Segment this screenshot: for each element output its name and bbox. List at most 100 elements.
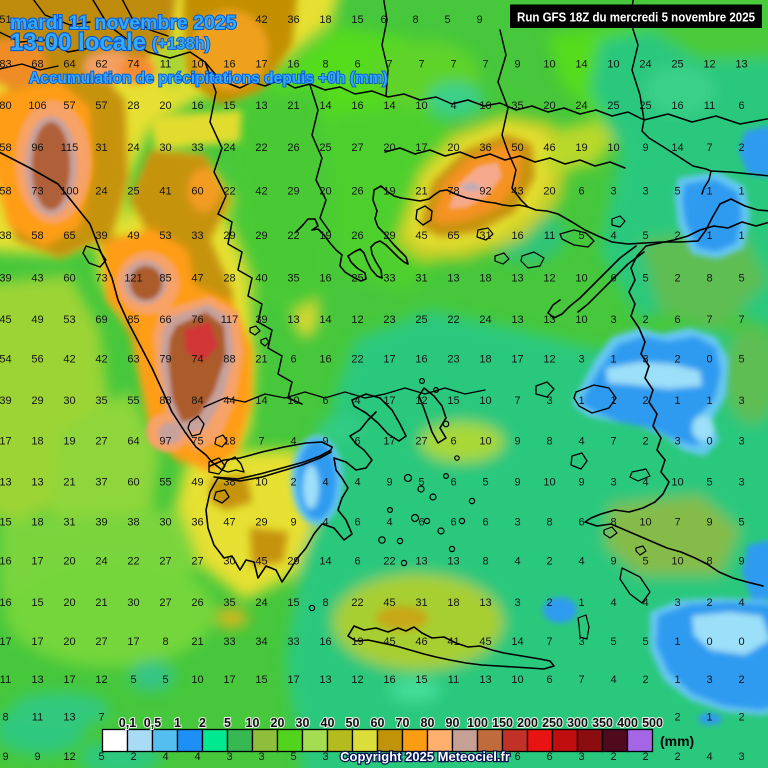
svg-text:7: 7 [482, 59, 488, 71]
svg-text:31: 31 [63, 517, 75, 529]
svg-text:34: 34 [255, 636, 267, 648]
svg-text:13: 13 [543, 314, 555, 326]
svg-text:25: 25 [319, 142, 331, 154]
svg-text:1: 1 [674, 636, 680, 648]
svg-text:mardi 11 novembre 2025: mardi 11 novembre 2025 [10, 12, 237, 34]
svg-text:7: 7 [546, 636, 552, 648]
svg-text:62: 62 [95, 59, 107, 71]
svg-text:9: 9 [476, 14, 482, 26]
svg-text:29: 29 [223, 230, 235, 242]
svg-text:16: 16 [0, 555, 12, 567]
svg-text:3: 3 [706, 674, 712, 686]
svg-text:17: 17 [511, 354, 523, 366]
svg-text:5: 5 [610, 636, 616, 648]
svg-text:45: 45 [255, 555, 267, 567]
svg-text:0: 0 [706, 354, 712, 366]
svg-text:76: 76 [191, 314, 203, 326]
svg-text:8: 8 [546, 435, 552, 447]
svg-text:6: 6 [546, 674, 552, 686]
svg-text:5: 5 [674, 186, 680, 198]
svg-text:13: 13 [319, 674, 331, 686]
svg-text:20: 20 [383, 142, 395, 154]
svg-text:2: 2 [199, 716, 206, 730]
svg-text:30: 30 [223, 555, 235, 567]
svg-text:22: 22 [447, 314, 459, 326]
svg-text:96: 96 [31, 142, 43, 154]
svg-text:150: 150 [492, 716, 513, 730]
svg-text:3: 3 [738, 395, 744, 407]
svg-text:7: 7 [514, 395, 520, 407]
svg-text:12: 12 [543, 272, 555, 284]
svg-text:22: 22 [127, 555, 139, 567]
svg-text:15: 15 [447, 395, 459, 407]
svg-text:17: 17 [415, 142, 427, 154]
svg-text:4: 4 [322, 477, 328, 489]
svg-text:121: 121 [124, 272, 142, 284]
svg-text:9: 9 [322, 435, 328, 447]
svg-text:38: 38 [127, 517, 139, 529]
svg-text:64: 64 [127, 435, 139, 447]
svg-text:11: 11 [704, 100, 715, 112]
svg-text:14: 14 [671, 142, 683, 154]
svg-text:27: 27 [95, 435, 107, 447]
svg-text:55: 55 [159, 477, 171, 489]
svg-text:Copyright 2025 Meteociel.fr: Copyright 2025 Meteociel.fr [340, 749, 510, 764]
svg-text:7: 7 [610, 435, 616, 447]
svg-text:117: 117 [221, 314, 239, 326]
svg-text:1: 1 [706, 230, 712, 242]
svg-text:19: 19 [383, 186, 395, 198]
svg-text:58: 58 [0, 186, 12, 198]
svg-text:17: 17 [383, 435, 395, 447]
svg-text:3: 3 [226, 751, 232, 763]
svg-text:13: 13 [415, 555, 427, 567]
svg-text:Accumulation de précipitations: Accumulation de précipitations depuis +0… [29, 70, 388, 87]
svg-text:78: 78 [447, 186, 459, 198]
svg-text:5: 5 [130, 674, 136, 686]
svg-text:6: 6 [450, 477, 456, 489]
svg-text:30: 30 [296, 716, 310, 730]
svg-text:8: 8 [2, 712, 8, 724]
svg-text:30: 30 [127, 597, 139, 609]
svg-text:22: 22 [287, 230, 299, 242]
svg-text:33: 33 [223, 636, 235, 648]
svg-text:18: 18 [479, 354, 491, 366]
svg-text:39: 39 [0, 272, 12, 284]
svg-text:49: 49 [127, 230, 139, 242]
svg-text:2: 2 [674, 712, 680, 724]
svg-text:17: 17 [127, 636, 139, 648]
svg-text:13: 13 [735, 59, 747, 71]
svg-text:21: 21 [415, 186, 427, 198]
svg-text:4: 4 [610, 674, 616, 686]
svg-text:19: 19 [351, 636, 363, 648]
svg-text:13: 13 [31, 674, 43, 686]
svg-text:46: 46 [543, 142, 555, 154]
svg-text:17: 17 [255, 59, 267, 71]
svg-text:10: 10 [479, 435, 491, 447]
svg-text:6: 6 [546, 751, 552, 763]
svg-text:17: 17 [31, 555, 43, 567]
svg-text:24: 24 [223, 142, 235, 154]
svg-text:45: 45 [383, 597, 395, 609]
svg-text:56: 56 [31, 354, 43, 366]
svg-text:0,1: 0,1 [119, 716, 136, 730]
svg-text:3: 3 [738, 477, 744, 489]
svg-text:4: 4 [706, 751, 712, 763]
svg-text:10: 10 [191, 59, 203, 71]
svg-text:4: 4 [610, 597, 616, 609]
svg-text:22: 22 [255, 142, 267, 154]
svg-text:60: 60 [371, 716, 385, 730]
svg-text:3: 3 [610, 314, 616, 326]
svg-text:14: 14 [319, 555, 331, 567]
svg-text:3: 3 [546, 395, 552, 407]
svg-text:13: 13 [479, 674, 491, 686]
svg-text:27: 27 [159, 555, 171, 567]
svg-text:50: 50 [346, 716, 360, 730]
svg-text:7: 7 [450, 59, 456, 71]
svg-text:39: 39 [95, 230, 107, 242]
svg-text:9: 9 [514, 59, 520, 71]
svg-text:50: 50 [511, 142, 523, 154]
svg-text:41: 41 [447, 636, 459, 648]
svg-text:17: 17 [223, 674, 235, 686]
svg-text:74: 74 [191, 354, 203, 366]
svg-text:5: 5 [642, 555, 648, 567]
